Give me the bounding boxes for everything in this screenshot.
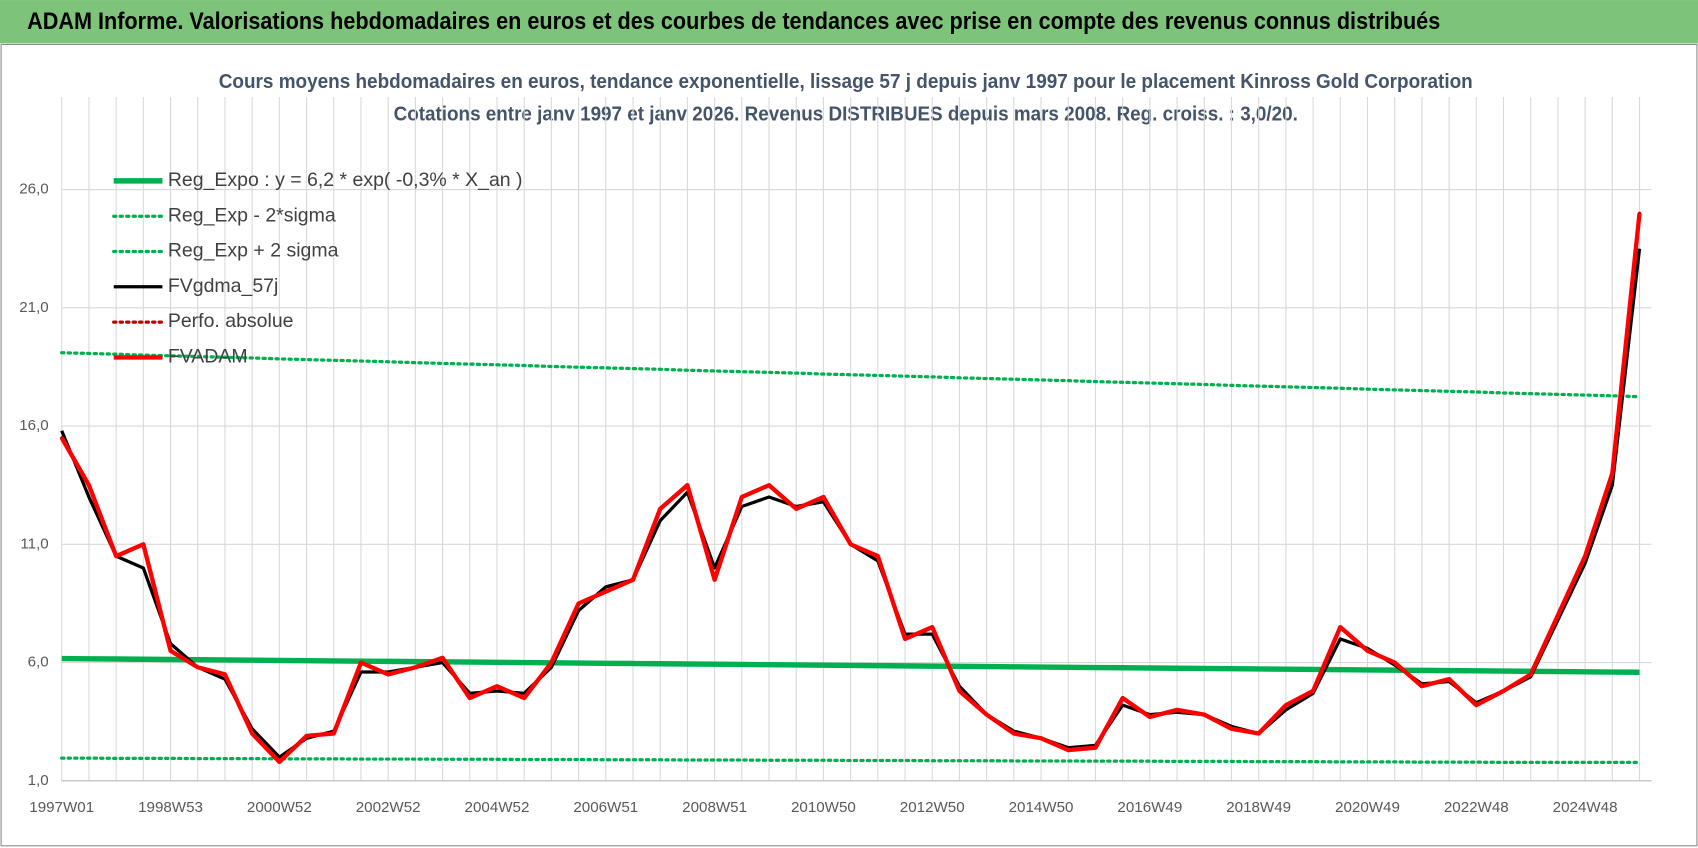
header-bar bbox=[0, 0, 1698, 44]
plot bbox=[59, 211, 1642, 765]
x-tick-label: 1998W53 bbox=[138, 799, 203, 816]
series-line bbox=[60, 756, 1642, 764]
x-tick-label: 1997W01 bbox=[29, 799, 94, 816]
legend: Reg_Expo : y = 6,2 * exp( -0,3% * X_an )… bbox=[112, 169, 523, 368]
legend-label: Reg_Exp - 2*sigma bbox=[168, 204, 336, 226]
x-tick-label: 2002W52 bbox=[356, 799, 421, 816]
x-tick-label: 2004W52 bbox=[465, 799, 530, 816]
x-tick-label: 2014W50 bbox=[1009, 799, 1074, 816]
x-tick-label: 2006W51 bbox=[573, 799, 638, 816]
x-tick-label: 2008W51 bbox=[682, 799, 747, 816]
x-tick-label: 2000W52 bbox=[247, 799, 312, 816]
legend-label: FVgdma_57j bbox=[168, 275, 278, 297]
chart-title: Cours moyens hebdomadaires en euros, ten… bbox=[219, 70, 1473, 93]
series-line bbox=[59, 212, 1642, 765]
legend-label: Reg_Expo : y = 6,2 * exp( -0,3% * X_an ) bbox=[168, 169, 523, 191]
y-tick-label: 26,0 bbox=[19, 181, 49, 198]
x-tick-label: 2018W49 bbox=[1226, 799, 1291, 816]
x-tick-label: 2020W49 bbox=[1335, 799, 1400, 816]
x-tick-label: 2010W50 bbox=[791, 799, 856, 816]
y-tick-label: 11,0 bbox=[20, 535, 48, 552]
chart-frame bbox=[0, 43, 1698, 847]
x-tick-label: 2022W48 bbox=[1444, 799, 1509, 816]
axes: 1,0 6,0 11,0 16,0 21,0 26,0 1997W01 1998W53 2000… bbox=[19, 181, 1652, 816]
y-tick-label: 21,0 bbox=[19, 299, 49, 316]
legend-label: FVADAM bbox=[168, 346, 248, 368]
y-tick-label: 16,0 bbox=[19, 417, 49, 434]
series-line bbox=[61, 655, 1640, 675]
header-title: ADAM Informe. Valorisations hebdomadaire… bbox=[27, 8, 1440, 35]
y-tick-label: 6,0 bbox=[28, 654, 49, 671]
grid bbox=[61, 96, 1652, 782]
legend-label: Perfo. absolue bbox=[168, 310, 294, 332]
x-tick-label: 2024W48 bbox=[1553, 799, 1618, 816]
chart-subtitle: Cotations entre janv 1997 et janv 2026. … bbox=[394, 102, 1298, 125]
series-line bbox=[60, 351, 1642, 399]
x-tick-label: 2012W50 bbox=[900, 799, 965, 816]
legend-label: Reg_Exp + 2 sigma bbox=[168, 240, 339, 262]
x-tick-label: 2016W49 bbox=[1117, 799, 1182, 816]
y-tick-label: 1,0 bbox=[28, 772, 49, 789]
